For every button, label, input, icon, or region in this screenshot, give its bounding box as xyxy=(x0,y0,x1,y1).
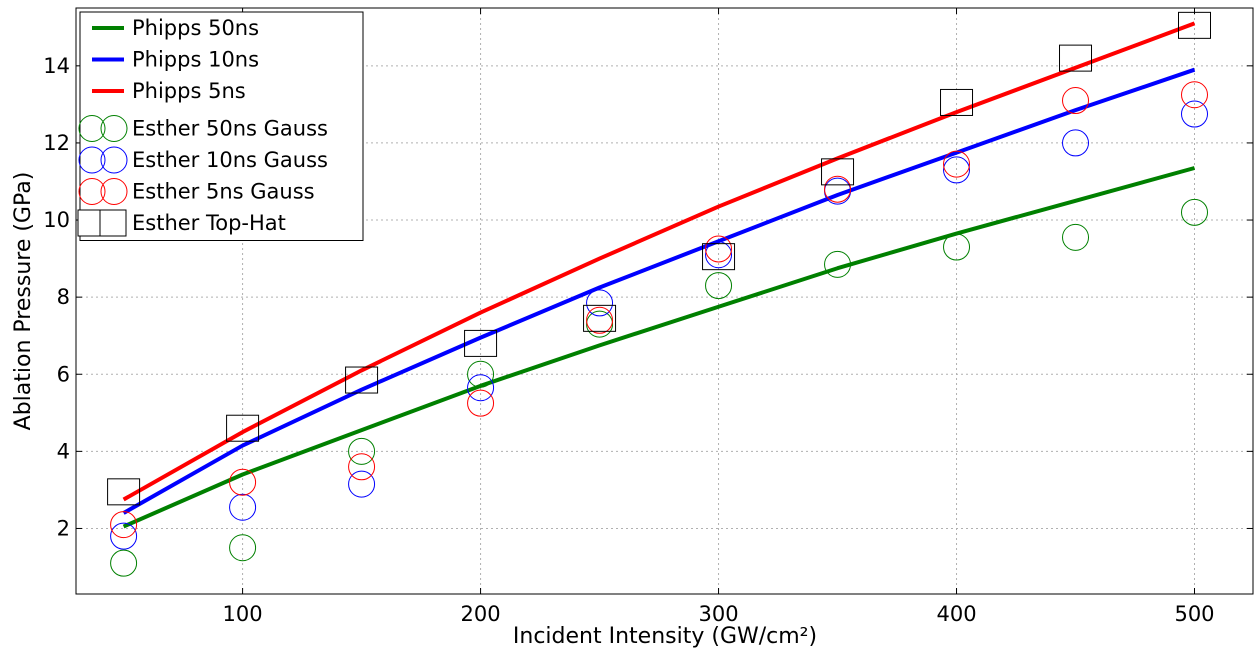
legend-swatch xyxy=(100,178,128,205)
x-tick-label: 100 xyxy=(223,602,263,626)
scatter-series xyxy=(107,11,1212,577)
marker-esther-top-hat xyxy=(583,304,617,332)
marker-esther-top-hat xyxy=(226,414,260,442)
marker-esther-10ns-gauss xyxy=(348,470,376,498)
marker-esther-top-hat xyxy=(1178,11,1212,39)
marker-esther-50ns-gauss xyxy=(1181,198,1209,226)
legend-swatch xyxy=(78,178,106,205)
y-tick-label: 8 xyxy=(57,285,70,309)
marker-esther-10ns-gauss xyxy=(705,241,733,269)
marker-esther-top-hat xyxy=(821,158,855,186)
marker-esther-top-hat xyxy=(702,243,736,271)
marker-esther-5ns-gauss xyxy=(824,175,852,203)
marker-esther-top-hat xyxy=(107,478,141,506)
marker-esther-5ns-gauss xyxy=(1181,81,1209,109)
marker-esther-50ns-gauss xyxy=(705,272,733,300)
marker-esther-10ns-gauss xyxy=(467,374,495,402)
legend-label: Phipps 10ns xyxy=(132,48,259,72)
marker-esther-5ns-gauss xyxy=(705,235,733,263)
legend-swatch xyxy=(78,115,106,142)
marker-esther-50ns-gauss xyxy=(586,310,614,338)
legend-label: Phipps 5ns xyxy=(132,79,246,103)
y-tick-label: 4 xyxy=(57,439,70,463)
y-tick-label: 14 xyxy=(43,54,70,78)
marker-esther-10ns-gauss xyxy=(110,522,138,550)
line-phipps-50ns xyxy=(122,166,1196,529)
x-tick-label: 300 xyxy=(698,602,738,626)
legend: Phipps 50ns Phipps 10ns Phipps 5ns Esther 5… xyxy=(77,11,364,241)
x-tick-label: 500 xyxy=(1174,602,1214,626)
marker-esther-5ns-gauss xyxy=(348,453,376,481)
legend-label: Esther Top-Hat xyxy=(132,211,286,235)
legend-label: Esther 5ns Gauss xyxy=(132,180,315,204)
y-tick-label: 2 xyxy=(57,516,70,540)
marker-esther-10ns-gauss xyxy=(1062,129,1090,157)
marker-esther-5ns-gauss xyxy=(943,150,971,178)
y-tick-label: 12 xyxy=(43,131,70,155)
legend-label: Esther 50ns Gauss xyxy=(132,117,328,141)
marker-esther-50ns-gauss xyxy=(1062,223,1090,251)
marker-esther-5ns-gauss xyxy=(586,306,614,334)
marker-esther-50ns-gauss xyxy=(229,534,257,562)
marker-esther-50ns-gauss xyxy=(467,360,495,388)
y-axis-title: Ablation Pressure (GPa) xyxy=(11,172,36,431)
x-tick-label: 400 xyxy=(936,602,976,626)
legend-swatch xyxy=(100,115,128,142)
legend-label: Esther 10ns Gauss xyxy=(132,148,328,172)
marker-esther-50ns-gauss xyxy=(348,437,376,465)
legend-swatch xyxy=(78,146,106,174)
x-tick-label: 200 xyxy=(461,602,501,626)
marker-esther-5ns-gauss xyxy=(229,468,257,496)
line-series xyxy=(122,21,1196,529)
marker-esther-10ns-gauss xyxy=(943,156,971,184)
marker-esther-top-hat xyxy=(1059,44,1093,72)
y-tick-label: 6 xyxy=(57,362,70,386)
marker-esther-10ns-gauss xyxy=(229,493,257,521)
x-axis-title: Incident Intensity (GW/cm²) xyxy=(513,624,817,649)
marker-esther-50ns-gauss xyxy=(824,250,852,278)
marker-esther-5ns-gauss xyxy=(467,389,495,417)
legend-swatch xyxy=(100,146,128,174)
marker-esther-top-hat xyxy=(345,366,379,394)
line-phipps-5ns xyxy=(122,21,1196,502)
y-tick-label: 10 xyxy=(43,208,70,232)
marker-esther-top-hat xyxy=(940,88,974,116)
marker-esther-5ns-gauss xyxy=(110,511,138,539)
marker-esther-top-hat xyxy=(464,329,498,357)
axis-ticks: 100 200 300 400 500 2 4 6 8 10 12 14 xyxy=(43,8,1253,626)
marker-esther-5ns-gauss xyxy=(1062,87,1090,115)
marker-esther-50ns-gauss xyxy=(110,549,138,577)
legend-label: Phipps 50ns xyxy=(132,16,259,40)
marker-esther-10ns-gauss xyxy=(586,289,614,317)
marker-esther-10ns-gauss xyxy=(1181,100,1209,128)
legend-swatch xyxy=(99,209,127,237)
marker-esther-50ns-gauss xyxy=(943,233,971,261)
plot-frame xyxy=(75,7,1254,595)
line-phipps-10ns xyxy=(122,67,1196,515)
